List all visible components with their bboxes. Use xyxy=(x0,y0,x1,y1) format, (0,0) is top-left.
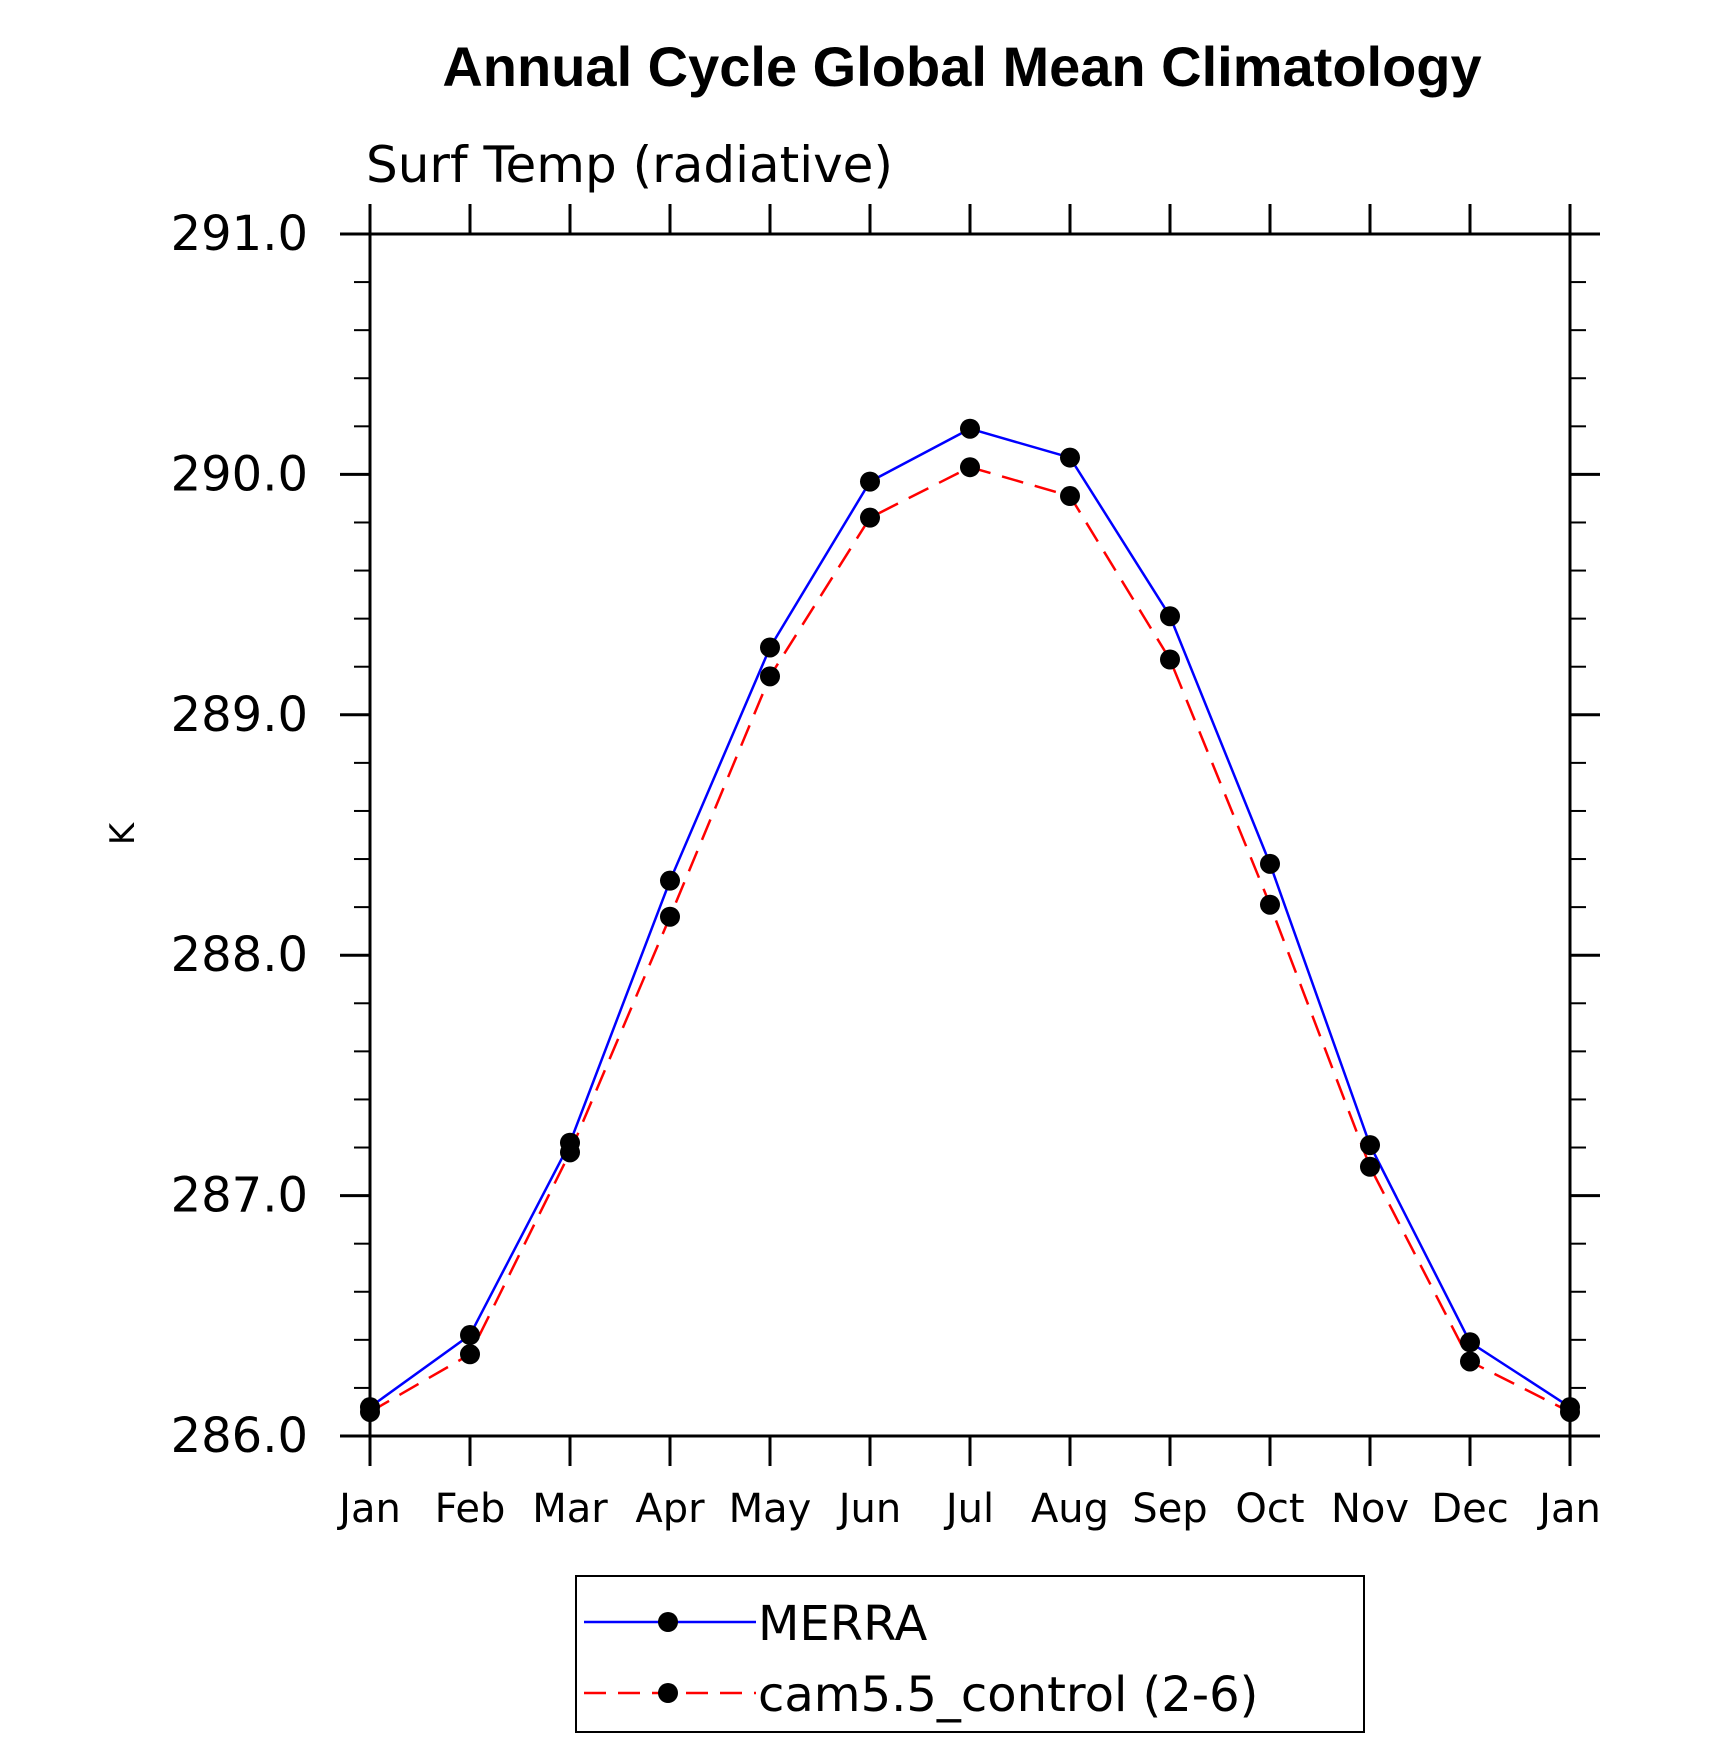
x-tick-label: Dec xyxy=(1431,1486,1508,1532)
x-tick-label: Jul xyxy=(943,1486,994,1532)
chart-subtitle: Surf Temp (radiative) xyxy=(366,136,893,194)
data-point xyxy=(1060,447,1080,468)
data-point xyxy=(1360,1135,1380,1156)
data-point xyxy=(1260,894,1280,915)
data-point xyxy=(860,507,880,528)
y-tick-label: 288.0 xyxy=(171,927,308,983)
x-tick-label: Jan xyxy=(336,1486,401,1532)
data-point xyxy=(1460,1332,1480,1353)
data-point xyxy=(1160,649,1180,670)
y-tick-label: 289.0 xyxy=(171,687,308,743)
legend-box xyxy=(575,1575,1365,1733)
y-axis-label: K xyxy=(103,821,143,845)
x-tick-label: Feb xyxy=(435,1486,506,1532)
x-tick-label: Jan xyxy=(1536,1486,1601,1532)
data-point xyxy=(460,1325,480,1346)
data-point xyxy=(760,666,780,687)
data-point xyxy=(860,471,880,492)
data-point xyxy=(460,1344,480,1365)
data-point xyxy=(760,637,780,658)
legend-label-0: MERRA xyxy=(758,1596,928,1652)
x-tick-label: Aug xyxy=(1031,1486,1109,1532)
data-point xyxy=(660,870,680,891)
data-point xyxy=(1060,486,1080,507)
x-tick-label: Mar xyxy=(532,1486,608,1532)
legend-marker-1 xyxy=(658,1683,678,1703)
data-point xyxy=(1460,1351,1480,1372)
data-point xyxy=(1260,853,1280,874)
x-tick-label: Apr xyxy=(635,1486,705,1532)
y-tick-label: 286.0 xyxy=(171,1408,308,1464)
x-tick-label: May xyxy=(729,1486,812,1532)
series-line-1 xyxy=(369,465,1571,1414)
data-point xyxy=(1560,1401,1580,1422)
data-point xyxy=(1360,1156,1380,1177)
legend: MERRA cam5.5_control (2-6) xyxy=(575,1575,1365,1733)
y-tick-label: 287.0 xyxy=(171,1168,308,1224)
data-point xyxy=(560,1142,580,1163)
x-tick-label: Sep xyxy=(1132,1486,1207,1532)
data-point xyxy=(960,457,980,478)
data-point xyxy=(360,1401,380,1422)
data-point xyxy=(960,418,980,439)
series-layer xyxy=(360,418,1580,1422)
x-tick-label: Oct xyxy=(1235,1486,1304,1532)
y-tick-label: 291.0 xyxy=(171,206,308,262)
plot-frame xyxy=(368,232,1572,1438)
data-point xyxy=(660,906,680,927)
legend-marker-0 xyxy=(658,1612,678,1632)
chart-title: Annual Cycle Global Mean Climatology xyxy=(442,35,1481,98)
y-tick-label: 290.0 xyxy=(171,446,308,502)
axes: 286.0 287.0 288.0 289.0 290.0 291.0 Jan Feb Mar A… xyxy=(171,204,1601,1532)
legend-label-1: cam5.5_control (2-6) xyxy=(758,1667,1258,1723)
data-point xyxy=(1160,606,1180,627)
x-tick-label: Jun xyxy=(836,1486,902,1532)
x-tick-label: Nov xyxy=(1331,1486,1409,1532)
series-line-0 xyxy=(369,427,1571,1409)
